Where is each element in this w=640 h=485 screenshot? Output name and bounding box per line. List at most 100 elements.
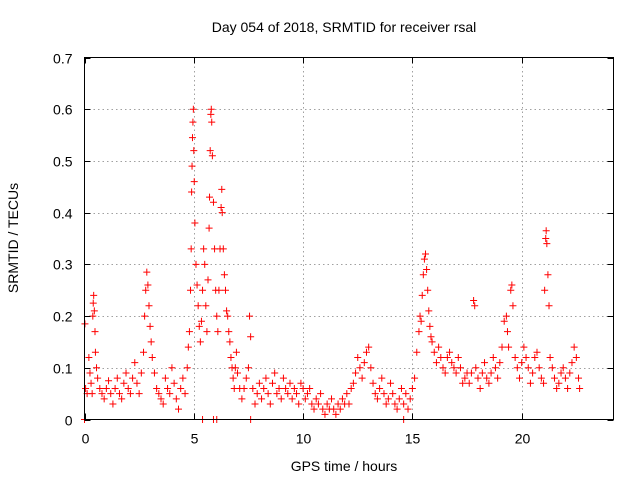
data-point — [568, 359, 576, 367]
data-point — [184, 343, 192, 351]
data-point — [122, 369, 130, 377]
data-point — [448, 359, 456, 367]
x-tick-label: 15 — [405, 431, 421, 447]
data-point — [200, 245, 208, 253]
data-point — [189, 118, 197, 126]
data-point — [277, 395, 285, 403]
data-point — [425, 307, 433, 315]
data-point — [293, 390, 301, 398]
data-point — [559, 364, 567, 372]
data-point — [98, 390, 106, 398]
data-point — [427, 333, 435, 341]
data-point — [208, 152, 216, 160]
data-point — [187, 245, 195, 253]
data-point — [557, 369, 565, 377]
data-point — [572, 353, 580, 361]
data-point — [91, 348, 99, 356]
data-point — [264, 390, 272, 398]
data-point — [356, 364, 364, 372]
data-point — [424, 286, 432, 294]
data-point — [266, 400, 274, 408]
data-point — [288, 395, 296, 403]
y-tick-label: 0.7 — [53, 51, 73, 67]
data-point — [115, 390, 123, 398]
data-point — [400, 400, 408, 408]
data-point — [542, 235, 550, 242]
data-point — [234, 369, 242, 377]
data-point — [397, 384, 405, 392]
data-point — [262, 374, 270, 382]
data-point — [347, 384, 355, 392]
data-point — [192, 260, 200, 268]
data-point — [450, 364, 458, 372]
data-point — [113, 374, 121, 382]
data-point — [290, 384, 298, 392]
data-point — [314, 400, 322, 408]
data-point — [205, 224, 213, 232]
data-point — [219, 245, 227, 253]
data-point — [118, 395, 126, 403]
data-point — [522, 353, 530, 361]
data-point — [545, 302, 553, 310]
data-point — [202, 302, 210, 310]
data-point — [365, 343, 373, 351]
data-point — [208, 118, 216, 126]
data-point — [418, 291, 426, 299]
data-point — [218, 209, 226, 217]
data-point — [485, 379, 493, 387]
data-point — [295, 400, 303, 408]
data-point — [90, 307, 98, 315]
data-points — [81, 105, 584, 423]
data-point — [543, 240, 551, 248]
data-point — [253, 390, 261, 398]
data-point — [87, 379, 95, 387]
data-point — [255, 379, 263, 387]
data-point — [494, 374, 502, 382]
data-point — [481, 359, 489, 367]
data-point — [321, 410, 329, 418]
data-point — [446, 348, 454, 356]
data-point — [206, 147, 214, 155]
data-point — [191, 219, 199, 227]
y-tick-label: 0.3 — [53, 257, 73, 273]
data-point — [367, 364, 375, 372]
y-axis-title: SRMTID / TECUs — [5, 183, 21, 293]
data-point — [231, 364, 239, 372]
data-point — [561, 374, 569, 382]
data-point — [408, 384, 416, 392]
data-point — [535, 364, 543, 372]
data-point — [133, 379, 141, 387]
data-point — [218, 185, 226, 193]
data-point — [417, 317, 425, 325]
data-point — [502, 312, 510, 320]
data-point — [166, 390, 174, 398]
data-point — [159, 400, 167, 408]
data-point — [174, 405, 182, 413]
data-point — [443, 353, 451, 361]
data-point — [308, 400, 316, 408]
data-point — [279, 374, 287, 382]
data-point — [533, 348, 541, 356]
data-point — [498, 343, 506, 351]
data-point — [416, 312, 424, 320]
data-point — [513, 364, 521, 372]
data-point — [362, 348, 370, 356]
data-point — [220, 271, 228, 279]
y-tick-label: 0.1 — [53, 361, 73, 377]
data-point — [575, 374, 583, 382]
data-point — [511, 353, 519, 361]
data-point — [384, 395, 392, 403]
data-point — [240, 384, 248, 392]
data-point — [170, 379, 178, 387]
data-point — [188, 134, 196, 142]
data-point — [430, 348, 438, 356]
data-point — [371, 390, 379, 398]
data-point — [360, 359, 368, 367]
data-point — [404, 405, 412, 413]
data-point — [459, 379, 467, 387]
data-point — [369, 379, 377, 387]
data-point — [164, 384, 172, 392]
data-point — [199, 286, 207, 294]
data-point — [213, 312, 221, 320]
